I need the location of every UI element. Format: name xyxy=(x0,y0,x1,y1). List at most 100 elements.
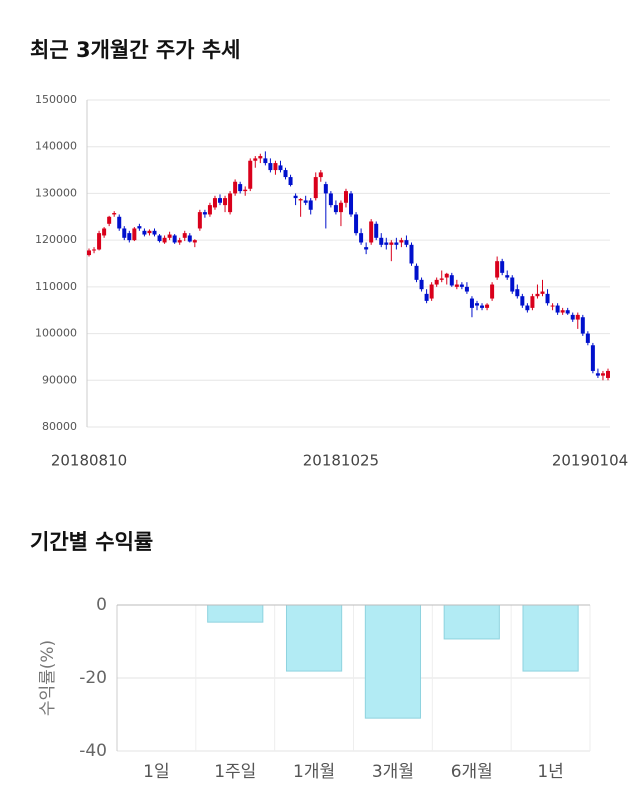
candle-body xyxy=(409,244,414,264)
x-tick-label: 1주일 xyxy=(214,762,256,782)
candle-body xyxy=(550,305,555,307)
candle-body xyxy=(343,191,348,203)
candle-body xyxy=(495,261,500,278)
candle-body xyxy=(107,216,112,224)
candle-body xyxy=(510,277,515,292)
candle-body xyxy=(207,205,212,215)
candle-body xyxy=(293,195,298,199)
candle-body xyxy=(580,317,585,334)
x-tick-label: 1개월 xyxy=(293,762,335,782)
chart-title: 최근 3개월간 주가 추세 xyxy=(30,38,240,62)
candle-body xyxy=(333,205,338,213)
candle-body xyxy=(560,310,565,313)
bar xyxy=(285,604,343,672)
candle-body xyxy=(268,163,273,171)
candle-body xyxy=(202,212,207,215)
x-tick-label: 20181025 xyxy=(303,452,379,470)
candle-body xyxy=(575,314,580,320)
candle-body xyxy=(535,293,540,297)
candle-body xyxy=(525,305,530,311)
x-tick-label: 1년 xyxy=(537,762,563,782)
candle-body xyxy=(197,212,202,229)
candle-body xyxy=(404,240,409,245)
candle-body xyxy=(374,223,379,238)
y-tick-label: 130000 xyxy=(35,186,77,199)
y-tick-label: 110000 xyxy=(35,280,77,293)
candle-body xyxy=(434,279,439,285)
candle-body xyxy=(454,284,459,287)
candle-body xyxy=(263,158,268,164)
bar xyxy=(364,604,422,719)
candle-body xyxy=(258,156,263,159)
candle-body xyxy=(228,193,233,213)
candle-body xyxy=(490,284,495,299)
x-tick-label: 3개월 xyxy=(372,762,414,782)
candle-body xyxy=(459,284,464,287)
candle-body xyxy=(515,289,520,297)
candle-body xyxy=(102,228,107,236)
candle-body xyxy=(313,177,318,199)
candle-body xyxy=(177,240,182,243)
candle-body xyxy=(449,275,454,286)
x-tick-label: 1일 xyxy=(143,762,169,782)
candle-body xyxy=(117,216,122,229)
y-tick-label: 120000 xyxy=(35,233,77,246)
bar xyxy=(443,604,500,640)
candle-body xyxy=(349,193,354,215)
candle-body xyxy=(474,303,479,306)
candle-body xyxy=(359,233,364,243)
candle-body xyxy=(92,249,97,251)
x-tick-label: 20180810 xyxy=(51,452,127,470)
candle-body xyxy=(379,237,384,245)
candle-body xyxy=(127,233,132,241)
candle-body xyxy=(318,172,323,178)
candle-body xyxy=(122,228,127,238)
chart-title: 기간별 수익률 xyxy=(30,530,153,554)
candle-body xyxy=(530,296,535,308)
y-tick-label: 0 xyxy=(96,595,107,615)
candle-body xyxy=(132,228,137,241)
candle-body xyxy=(283,170,288,178)
y-tick-label: 100000 xyxy=(35,327,77,340)
candle-body xyxy=(570,314,575,320)
candle-body xyxy=(142,230,147,235)
candle-body xyxy=(429,284,434,299)
candle-body xyxy=(328,193,333,206)
candle-body xyxy=(500,261,505,273)
candle-body xyxy=(439,278,444,280)
candle-body xyxy=(600,373,605,376)
candle-body xyxy=(520,296,525,306)
candle-body xyxy=(248,160,253,189)
candle-body xyxy=(469,298,474,308)
candle-body xyxy=(238,184,243,192)
y-tick-label: 150000 xyxy=(35,93,77,106)
y-tick-label: 140000 xyxy=(35,140,77,153)
candle-body xyxy=(394,242,399,245)
candle-body xyxy=(253,158,258,161)
candle-body xyxy=(162,237,167,243)
candle-body xyxy=(97,233,102,250)
candle-body xyxy=(565,310,570,314)
y-tick-label: -40 xyxy=(79,741,107,761)
y-tick-label: -20 xyxy=(79,668,107,688)
bar xyxy=(522,604,579,672)
candle-body xyxy=(444,273,449,278)
x-tick-label: 6개월 xyxy=(451,762,493,782)
candle-body xyxy=(137,226,142,229)
candle-body xyxy=(414,265,419,280)
candle-body xyxy=(606,370,610,378)
candle-body xyxy=(303,200,308,203)
candle-body xyxy=(157,235,162,242)
y-tick-label: 80000 xyxy=(42,420,77,433)
candle-body xyxy=(419,279,424,290)
candle-body xyxy=(338,202,343,213)
candle-body xyxy=(192,240,197,243)
candle-body xyxy=(595,373,600,376)
candle-body xyxy=(233,181,238,194)
candle-body xyxy=(308,200,313,210)
candle-body xyxy=(424,293,429,301)
candle-body xyxy=(243,189,248,192)
candle-body xyxy=(545,293,550,304)
candle-body xyxy=(540,291,545,294)
